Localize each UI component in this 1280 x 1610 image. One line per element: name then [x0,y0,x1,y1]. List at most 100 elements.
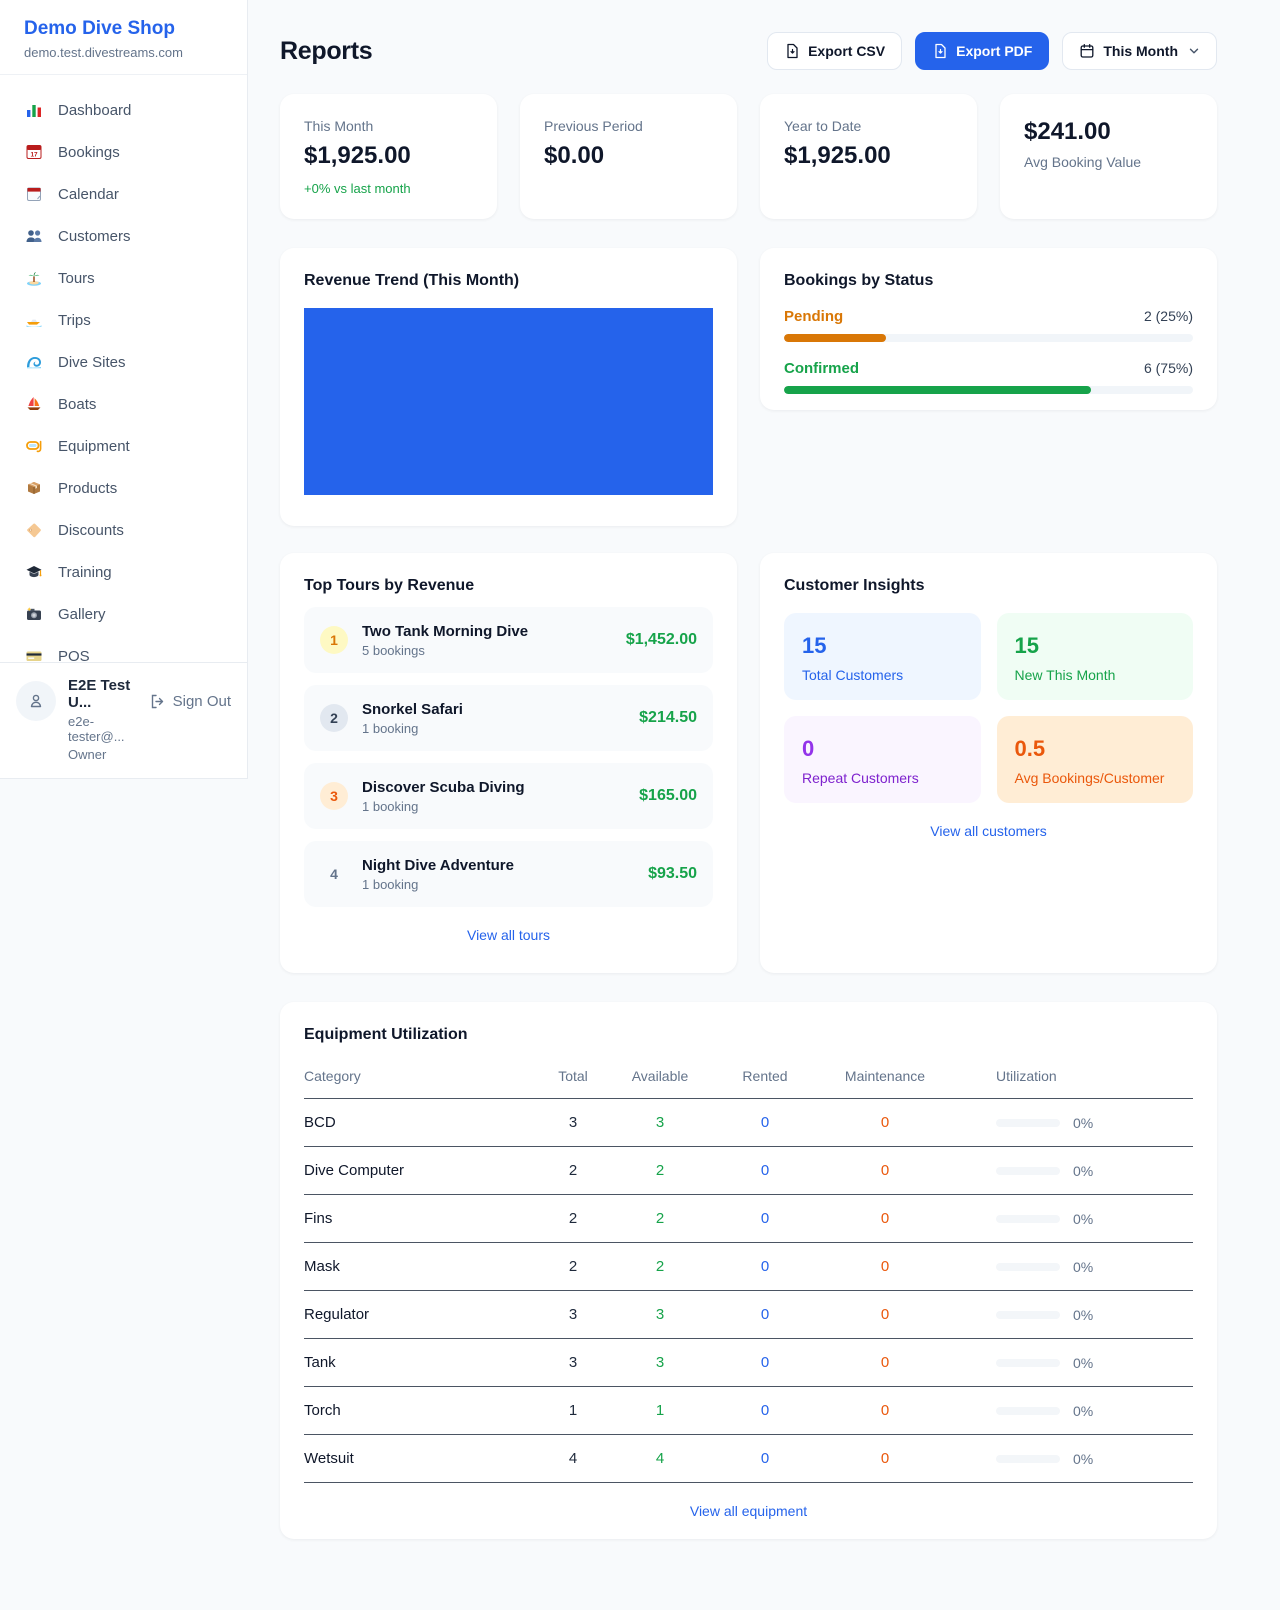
stat-label: Previous Period [544,118,643,134]
user-meta: E2E Test U... e2e-tester@... Owner [68,677,137,762]
sidebar-item-dive-sites[interactable]: Dive Sites [12,341,235,383]
cell-utilization: 0% [956,1403,1193,1419]
cell-maintenance: 0 [880,1258,890,1275]
cell-category: Torch [304,1402,341,1419]
top-tours-card: Top Tours by Revenue 1 Two Tank Morning … [280,553,737,973]
view-all-tours-link[interactable]: View all tours [466,927,550,943]
stat-card-previous-period: Previous Period $0.00 [520,94,737,219]
sidebar-item-pos[interactable]: POS [12,635,235,662]
cell-available: 2 [655,1162,665,1179]
cell-utilization: 0% [956,1211,1193,1227]
cell-category: Wetsuit [304,1450,354,1467]
customer-insights-title: Customer Insights [784,577,925,594]
column-header-utilization: Utilization [996,1068,1057,1084]
sidebar-item-tours[interactable]: Tours [12,257,235,299]
sidebar-item-label: Dive Sites [58,353,126,371]
tour-row[interactable]: 3 Discover Scuba Diving 1 booking $165.0… [304,763,713,829]
user-email: e2e-tester@... [68,714,125,744]
export-pdf-button[interactable]: Export PDF [915,32,1050,70]
cell-rented: 0 [760,1210,770,1227]
utilization-bar [996,1118,1060,1127]
table-row: Wetsuit 4 4 0 0 0% [304,1435,1193,1483]
rank-badge: 1 [320,626,348,654]
export-pdf-label: Export PDF [956,43,1033,59]
chevron-down-icon [1189,48,1199,54]
utilization-bar [996,1214,1060,1223]
cell-rented: 0 [760,1354,770,1371]
view-all-customers-link[interactable]: View all customers [930,823,1047,839]
cell-available: 4 [655,1450,665,1467]
column-header-total: Total [558,1068,588,1084]
cell-category: Mask [304,1258,340,1275]
equipment-utilization-card: Equipment Utilization Category Total Ava… [280,1002,1217,1539]
cell-total: 2 [568,1258,578,1275]
file-download-icon [935,43,946,59]
view-all-equipment-link[interactable]: View all equipment [689,1503,808,1519]
sidebar-user-section: E2E Test U... e2e-tester@... Owner Sign … [0,662,247,778]
insight-value: 15 [802,633,827,658]
table-row: Mask 2 2 0 0 0% [304,1243,1193,1291]
sidebar-item-calendar[interactable]: Calendar [12,173,235,215]
tour-name: Snorkel Safari [362,700,463,718]
calendar-icon [24,184,44,204]
bookings-by-status-title: Bookings by Status [784,272,934,289]
dive-mask-icon [24,436,44,456]
tour-row[interactable]: 2 Snorkel Safari 1 booking $214.50 [304,685,713,751]
sidebar-item-label: Calendar [58,185,119,203]
period-label: This Month [1103,43,1178,59]
cell-rented: 0 [760,1162,770,1179]
export-csv-button[interactable]: Export CSV [767,32,903,70]
utilization-percent: 0% [1073,1162,1094,1179]
insight-label: Repeat Customers [802,770,919,786]
sidebar-item-bookings[interactable]: 17 Bookings [12,131,235,173]
sidebar-item-boats[interactable]: Boats [12,383,235,425]
tag-icon [24,520,44,540]
cell-maintenance: 0 [880,1114,890,1131]
status-row-pending: Pending 2 (25%) [784,308,1193,342]
sign-out-button[interactable]: Sign Out [149,693,231,710]
status-bar-fill [784,334,887,342]
sidebar-item-label: Products [58,479,118,497]
file-download-icon [787,43,798,59]
period-dropdown[interactable]: This Month [1062,32,1217,70]
graduation-cap-icon [24,562,44,582]
tour-name: Two Tank Morning Dive [362,622,529,640]
insight-new-this-month: 15 New This Month [996,613,1193,700]
sidebar-item-products[interactable]: Products [12,467,235,509]
utilization-bar [996,1406,1060,1415]
stat-card-year-to-date: Year to Date $1,925.00 [760,94,977,219]
tour-meta: Discover Scuba Diving 1 booking [362,779,625,814]
utilization-percent: 0% [1073,1450,1094,1467]
sidebar-item-dashboard[interactable]: Dashboard [12,89,235,131]
tour-row[interactable]: 4 Night Dive Adventure 1 booking $93.50 [304,841,713,907]
sidebar-item-discounts[interactable]: Discounts [12,509,235,551]
cell-total: 4 [568,1450,578,1467]
cell-maintenance: 0 [880,1306,890,1323]
stat-card-avg-booking-value: $241.00 Avg Booking Value [1000,94,1217,219]
utilization-bar [996,1454,1060,1463]
cell-available: 3 [655,1114,665,1131]
sidebar-item-equipment[interactable]: Equipment [12,425,235,467]
sidebar-item-customers[interactable]: Customers [12,215,235,257]
cell-maintenance: 0 [880,1354,890,1371]
sidebar-item-training[interactable]: Training [12,551,235,593]
header-actions: Export CSV Export PDF This Month [767,32,1217,70]
bookings-by-status-card: Bookings by Status Pending 2 (25%) Confi… [760,248,1217,410]
tour-revenue: $165.00 [639,787,697,804]
stat-value: $1,925.00 [304,142,411,169]
revenue-trend-card: Revenue Trend (This Month) [280,248,737,526]
sidebar-item-trips[interactable]: Trips [12,299,235,341]
column-header-rented: Rented [742,1068,788,1084]
stat-label: This Month [304,118,374,134]
sidebar-item-gallery[interactable]: Gallery [12,593,235,635]
insight-label: Total Customers [802,667,904,683]
tour-row[interactable]: 1 Two Tank Morning Dive 5 bookings $1,45… [304,607,713,673]
page-header: Reports Export CSV Export PDF This Month [280,32,1217,70]
column-header-category: Category [304,1068,361,1084]
table-row: Dive Computer 2 2 0 0 0% [304,1147,1193,1195]
svg-text:17: 17 [30,151,38,158]
stats-row: This Month $1,925.00 +0% vs last month P… [280,94,1217,219]
main-content: Reports Export CSV Export PDF This Month… [248,0,1280,1579]
utilization-bar [996,1310,1060,1319]
table-header-row: Category Total Available Rented Maintena… [304,1060,1193,1099]
